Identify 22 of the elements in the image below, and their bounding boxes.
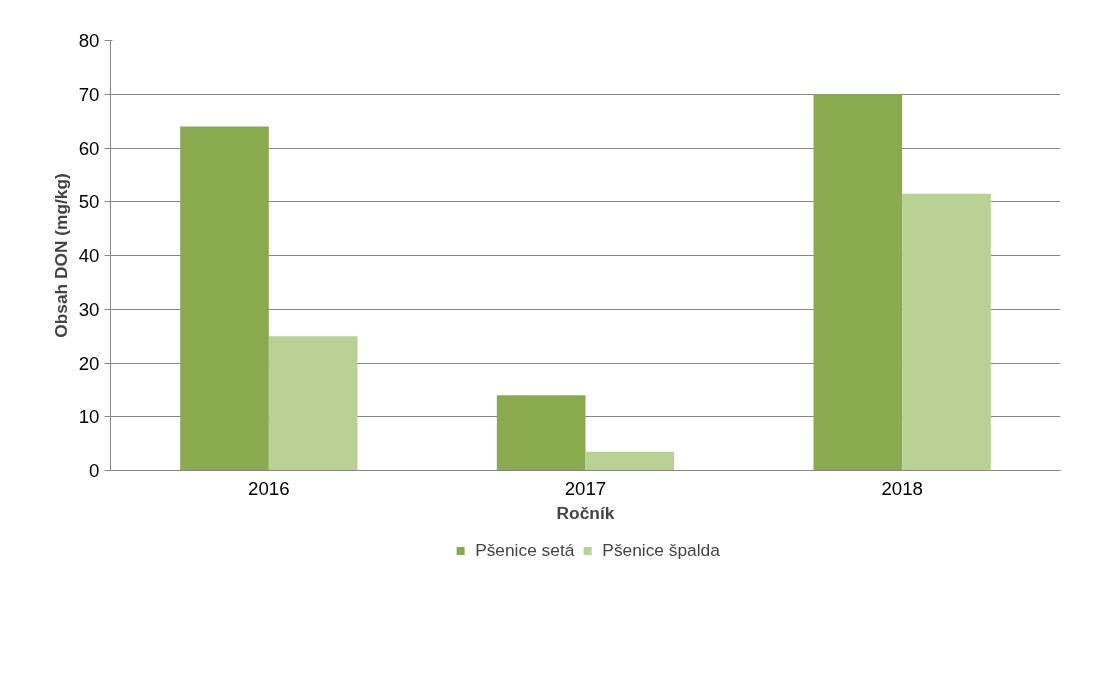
x-axis-title: Ročník <box>556 502 615 523</box>
bar <box>268 336 358 471</box>
bar <box>902 193 991 471</box>
bar <box>496 395 586 471</box>
y-axis-title: Obsah DON (mg/kg) <box>50 173 71 338</box>
bar <box>585 451 675 471</box>
x-tick-label: 2017 <box>564 477 607 499</box>
x-tick-label: 2018 <box>881 477 923 499</box>
y-tick-label: 0 <box>89 460 100 481</box>
x-tick-label: 2016 <box>248 477 290 499</box>
y-tick-label: 50 <box>78 191 100 213</box>
bar <box>180 126 269 471</box>
y-tick-label: 80 <box>78 30 100 51</box>
y-tick-label: 40 <box>78 245 100 266</box>
y-tick-label: 20 <box>78 352 100 374</box>
y-tick-label: 30 <box>78 298 100 320</box>
y-tick-label: 10 <box>78 406 100 428</box>
bar <box>813 94 903 471</box>
y-tick-label: 60 <box>78 137 100 159</box>
y-tick-label: 70 <box>78 83 100 105</box>
legend-label: Pšenice setá <box>475 539 575 561</box>
legend-label: Pšenice špalda <box>602 539 720 561</box>
